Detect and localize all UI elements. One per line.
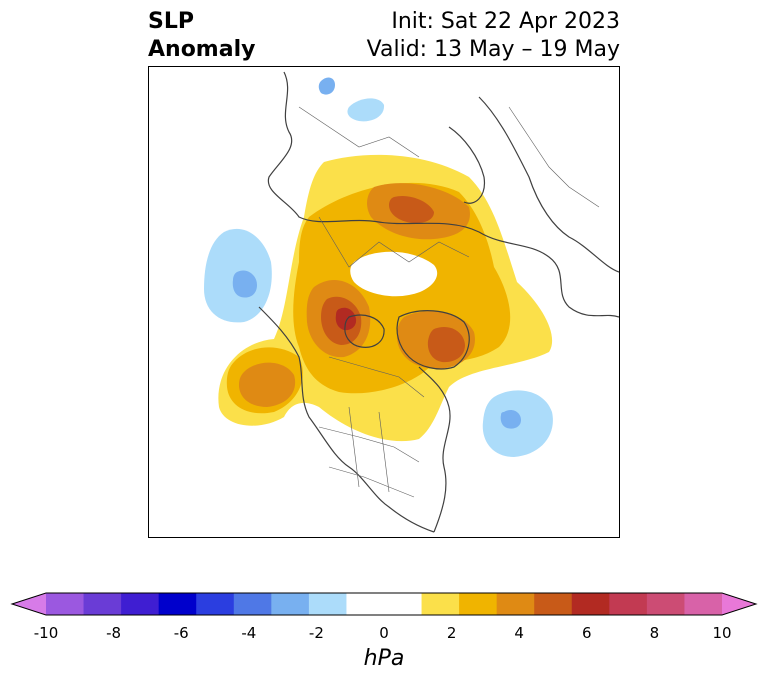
coastline-eurasia [267, 71, 619, 318]
colorbar-swatch [609, 593, 648, 615]
colorbar-swatch [384, 593, 423, 615]
anomaly-contour-pos5 [335, 307, 357, 331]
colorbar-swatch [196, 593, 235, 615]
colorbar-tick-label: -6 [173, 624, 189, 642]
border-grid-1 [318, 216, 470, 268]
anomaly-contour-pos3d [239, 362, 296, 407]
colorbar-tick-label: -8 [106, 624, 122, 642]
coastline-east-na [418, 366, 451, 533]
border-grid-7 [298, 106, 420, 158]
coastlines [258, 71, 619, 533]
anomaly-contour-neg1-asia [347, 98, 385, 122]
colorbar-graphic [10, 592, 758, 616]
anomaly-contour-neg2-atlantic [500, 409, 521, 429]
map-title: SLP Anomaly [148, 8, 255, 64]
colorbar-tick-label: 6 [582, 624, 592, 642]
negative-anomaly-fill [204, 77, 553, 457]
colorbar-tick-label: 8 [649, 624, 660, 642]
anomaly-contour-pos4c [389, 195, 434, 224]
colorbar-swatch [646, 593, 685, 615]
colorbar-swatch [83, 593, 122, 615]
colorbar-tick-label: -2 [308, 624, 324, 642]
border-grid-3 [318, 426, 420, 463]
map-panel [148, 66, 620, 538]
coastline-arctic-islands [344, 314, 385, 348]
colorbar-swatch [158, 593, 197, 615]
colorbar-tick-label: -4 [241, 624, 257, 642]
colorbar-swatch [571, 593, 610, 615]
colorbar-swatch [233, 593, 272, 615]
title-line-2: Anomaly [148, 37, 256, 62]
border-grid-4 [328, 466, 415, 498]
coastline-scandinavia [448, 126, 486, 204]
anomaly-contour-neg2-west [232, 270, 257, 298]
colorbar-swatch [684, 593, 723, 615]
valid-range: Valid: 13 May – 19 May [366, 37, 620, 62]
colorbar-swatch [534, 593, 573, 615]
colorbar-swatch [121, 593, 160, 615]
colorbar-swatch [496, 593, 535, 615]
anomaly-contour-neg1-asia2 [318, 77, 335, 95]
border-grid-6 [378, 411, 390, 493]
colorbar-extend-min [12, 593, 46, 615]
colorbar [0, 585, 768, 625]
colorbar-tick-label: 10 [712, 624, 732, 642]
country-borders [298, 106, 600, 498]
colorbar-swatch [46, 593, 85, 615]
colorbar-tick-label: 4 [514, 624, 524, 642]
positive-anomaly-fill [218, 154, 553, 442]
colorbar-swatch [346, 593, 385, 615]
title-line-1: SLP [148, 9, 194, 34]
coastline-asia-east [478, 96, 619, 273]
anomaly-contour-pos4b [427, 326, 465, 363]
coastline-greenland [396, 310, 470, 370]
colorbar-swatch [459, 593, 498, 615]
near-zero-region [350, 251, 438, 297]
border-grid-8 [508, 106, 600, 208]
colorbar-swatch [271, 593, 310, 615]
colorbar-swatch [308, 593, 347, 615]
init-date: Init: Sat 22 Apr 2023 [391, 9, 620, 34]
border-grid-2 [328, 356, 425, 398]
colorbar-unit-label: hPa [363, 646, 405, 671]
colorbar-swatch [421, 593, 460, 615]
map-subtitle: Init: Sat 22 Apr 2023 Valid: 13 May – 19… [367, 8, 620, 64]
colorbar-outline [10, 592, 758, 616]
colorbar-tick-label: 2 [446, 624, 457, 642]
colorbar-tick-label: -10 [33, 624, 59, 642]
colorbar-tick-label: 0 [379, 624, 389, 642]
border-grid-5 [348, 406, 360, 488]
anomaly-map [204, 71, 619, 533]
colorbar-extend-max [722, 593, 756, 615]
coastline-north-america [258, 306, 435, 533]
